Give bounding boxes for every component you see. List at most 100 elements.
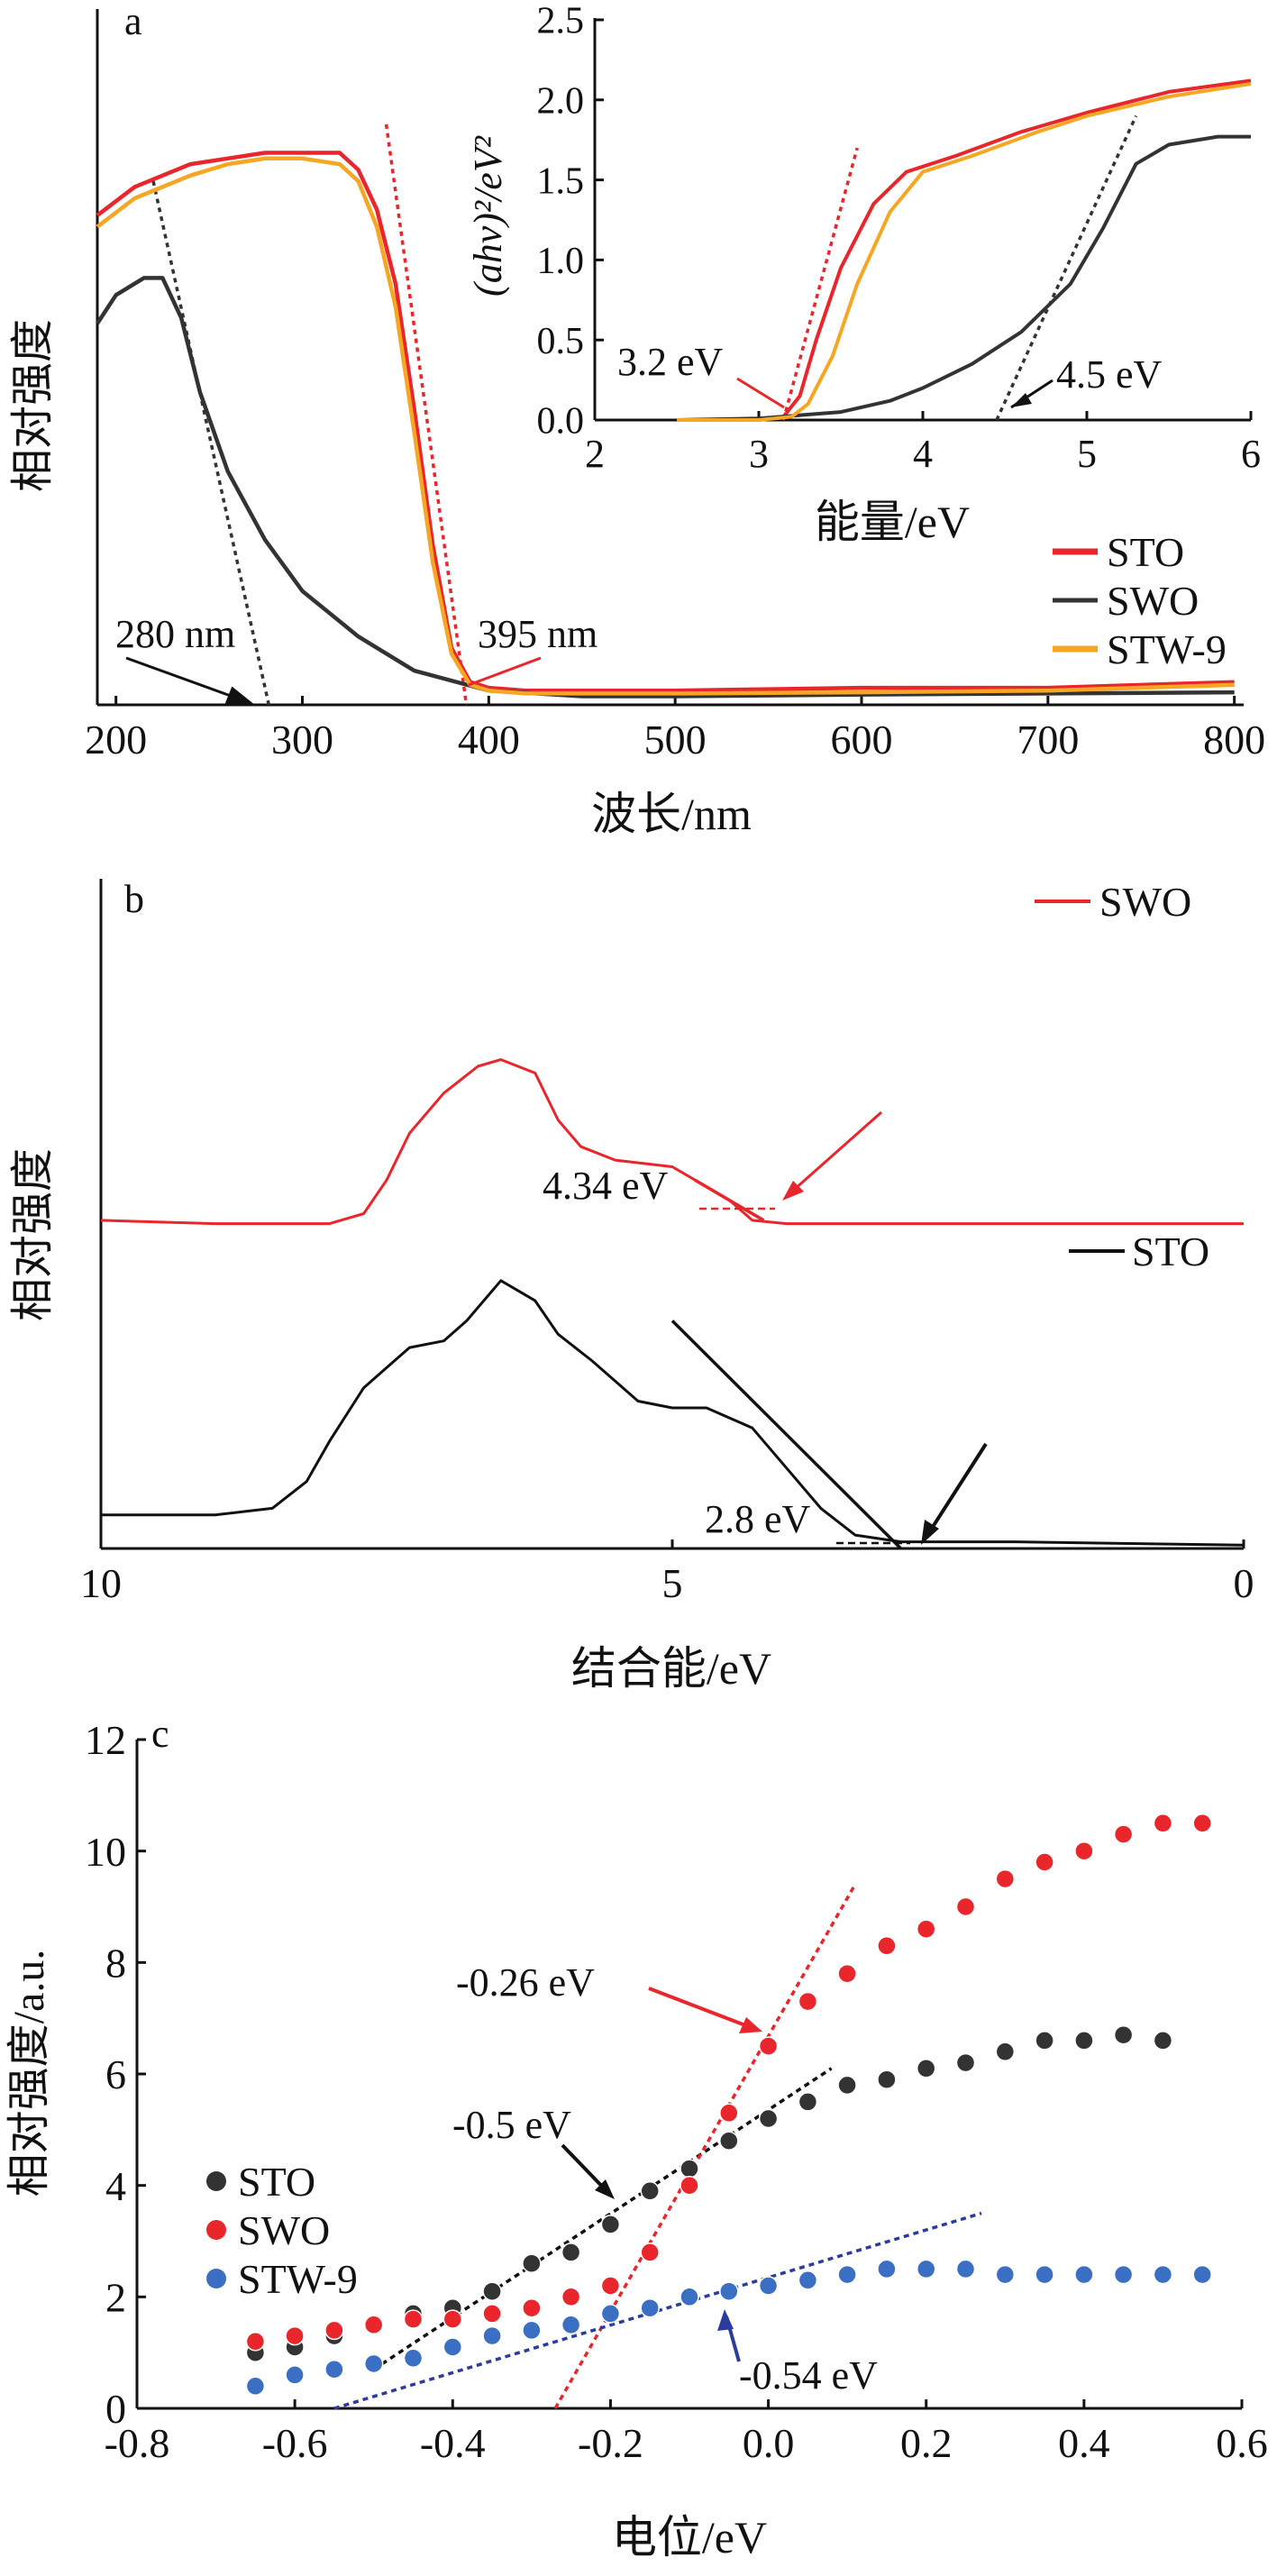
panel-a-xtick-label: 600 <box>831 717 893 763</box>
inset-annotation-4-5ev: 4.5 eV <box>1056 352 1163 397</box>
panel-c-point-stw-9 <box>363 2353 384 2374</box>
panel-c-xtick-label: 0.6 <box>1216 2420 1268 2466</box>
legend-c-stw9-label: STW-9 <box>238 2256 358 2302</box>
panel-c-point-stw-9 <box>1153 2264 1173 2285</box>
panel-b-label: b <box>124 877 144 921</box>
legend-swo-label: SWO <box>1107 578 1199 624</box>
panel-c-ytick-label: 12 <box>85 1717 126 1763</box>
panel-a-line-swo <box>96 276 1235 699</box>
panel-b-xlabel: 结合能/eV <box>571 1643 771 1694</box>
panel-b-series <box>100 1058 1245 1547</box>
inset-ytick-label: 0.5 <box>537 321 585 362</box>
panel-c-point-swo <box>837 1963 857 1984</box>
panel-c-point-stw-9 <box>561 2315 581 2335</box>
panel-c-ytick-label: 6 <box>105 2051 126 2097</box>
panel-a-legend: STO SWO STW-9 <box>1053 529 1227 672</box>
panel-b-tangents <box>670 1178 902 1550</box>
panel-c-point-swo <box>1113 1824 1134 1844</box>
panel-c-point-stw-9 <box>403 2348 424 2369</box>
panel-c-point-sto <box>1074 2031 1094 2051</box>
panel-c-point-swo <box>522 2297 542 2318</box>
legend-c-swo-label: SWO <box>238 2207 330 2253</box>
panel-c-point-stw-9 <box>1035 2264 1054 2285</box>
panel-c-tangent-1 <box>553 1883 857 2409</box>
panel-c-point-stw-9 <box>1192 2264 1212 2285</box>
panel-c-point-stw-9 <box>798 2270 818 2290</box>
panel-c-point-sto <box>955 2052 976 2073</box>
panel-c-point-sto <box>995 2042 1016 2062</box>
panel-a-annotation-395nm: 395 nm <box>478 612 597 656</box>
panel-c-point-sto <box>719 2131 739 2151</box>
inset-ytick-label: 2.5 <box>537 1 585 42</box>
panel-c-point-swo <box>719 2103 739 2124</box>
panel-c-label: c <box>151 1712 169 1756</box>
panel-c-point-sto <box>758 2108 779 2129</box>
panel-a-x-ticks: 200 300 400 500 600 700 800 <box>85 696 1265 763</box>
arrow-280nm-head <box>224 686 255 705</box>
panel-a-label: a <box>124 0 142 43</box>
inset-arrow-3-2ev <box>736 377 785 409</box>
inset-ylabel: (ahv)²/eV² <box>466 135 510 297</box>
panel-c-point-swo <box>1192 1813 1212 1833</box>
inset-ytick-label: 0.0 <box>537 401 585 443</box>
panel-c-point-swo <box>1074 1841 1094 1861</box>
panel-c-annotation-05ev: -0.5 eV <box>452 2103 571 2147</box>
panel-c-series <box>245 1813 1212 2397</box>
panel-c-point-swo <box>798 1991 818 2012</box>
inset-xtick-label: 4 <box>913 432 933 476</box>
inset-ytick-label: 2.0 <box>537 81 585 123</box>
panel-a-xtick-label: 800 <box>1203 717 1265 763</box>
panel-c-point-swo <box>363 2315 384 2335</box>
inset-xtick-label: 5 <box>1077 432 1097 476</box>
panel-a-xtick-label: 300 <box>271 717 333 763</box>
panel-c-point-swo <box>245 2332 266 2352</box>
panel-c-point-swo <box>877 1936 897 1956</box>
inset-background <box>584 5 1251 420</box>
panel-c-y-ticks: 0 2 4 6 8 10 12 <box>85 1717 146 2432</box>
panel-a-arrows <box>125 656 542 705</box>
inset-line-stw-9 <box>677 82 1252 422</box>
panel-c-point-stw-9 <box>877 2259 897 2279</box>
panel-b-arrow-2-8ev-head <box>921 1520 939 1545</box>
panel-c-point-stw-9 <box>324 2359 344 2380</box>
panel-c-point-swo <box>995 1868 1016 1889</box>
panel-c-xlabel: 电位/eV <box>612 2512 767 2562</box>
panel-c-point-swo <box>403 2309 424 2329</box>
legend-c-sto-label: STO <box>238 2159 315 2205</box>
panel-c-xtick-label: -0.8 <box>105 2420 170 2466</box>
panel-c: c 0 2 4 6 8 10 12 -0.8 -0.6 -0.4 -0.2 0.0 0.2 0.4 0.6… <box>5 1712 1268 2562</box>
panel-b-line-sto <box>101 1279 1245 1547</box>
panel-c-point-sto <box>640 2181 660 2201</box>
panel-c-arrow-026ev <box>648 1987 758 2032</box>
panel-c-point-swo <box>324 2320 344 2341</box>
panel-c-point-swo <box>758 2036 779 2056</box>
inset-annotation-3-2ev: 3.2 eV <box>617 340 724 384</box>
panel-c-point-sto <box>1153 2031 1173 2051</box>
panel-c-ytick-label: 2 <box>105 2274 126 2320</box>
panel-a-xtick-label: 700 <box>1017 717 1079 763</box>
inset-xlabel: 能量/eV <box>815 497 970 547</box>
panel-c-point-sto <box>877 2069 897 2089</box>
panel-b: b 10 5 0 相对强度 结合能/eV SWO STO 4.34 eV 2.8 e… <box>9 877 1254 1694</box>
inset-line-swo <box>676 134 1251 422</box>
panel-a-xtick-label: 500 <box>644 717 707 763</box>
panel-b-ylabel: 相对强度 <box>9 1148 57 1321</box>
panel-c-point-stw-9 <box>600 2304 621 2324</box>
inset-series <box>676 78 1252 422</box>
panel-a-xtick-label: 400 <box>458 717 520 763</box>
panel-b-xtick-label: 5 <box>662 1560 683 1606</box>
panel-c-point-sto <box>1113 2024 1134 2045</box>
panel-c-ytick-label: 10 <box>85 1829 126 1875</box>
legend-sto-label: STO <box>1107 529 1184 575</box>
panel-c-ytick-label: 8 <box>105 1940 126 1986</box>
panel-c-point-stw-9 <box>719 2281 739 2301</box>
panel-b-legend: SWO STO <box>1035 879 1209 1274</box>
panel-c-xtick-label: 0.4 <box>1058 2420 1110 2466</box>
panel-c-point-stw-9 <box>640 2297 660 2318</box>
panel-c-point-swo <box>442 2309 463 2329</box>
panel-a-inset: 0.0 0.5 1.0 1.5 2.0 2.5 2 3 4 5 6 (ahv)²/eV² 能量/e… <box>466 1 1261 547</box>
panel-c-point-swo <box>955 1896 976 1917</box>
panel-c-point-stw-9 <box>680 2287 699 2307</box>
inset-xtick-label: 2 <box>585 432 605 476</box>
